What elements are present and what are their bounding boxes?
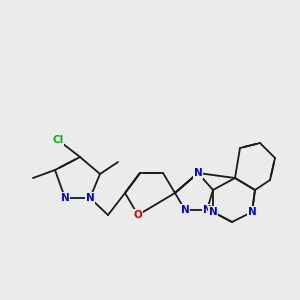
Text: N: N bbox=[194, 168, 202, 178]
Text: N: N bbox=[208, 207, 217, 217]
Text: N: N bbox=[181, 205, 189, 215]
Text: N: N bbox=[202, 205, 211, 215]
Text: Cl: Cl bbox=[52, 135, 64, 145]
Text: N: N bbox=[61, 193, 69, 203]
Text: O: O bbox=[134, 210, 142, 220]
Text: N: N bbox=[85, 193, 94, 203]
Text: N: N bbox=[248, 207, 256, 217]
